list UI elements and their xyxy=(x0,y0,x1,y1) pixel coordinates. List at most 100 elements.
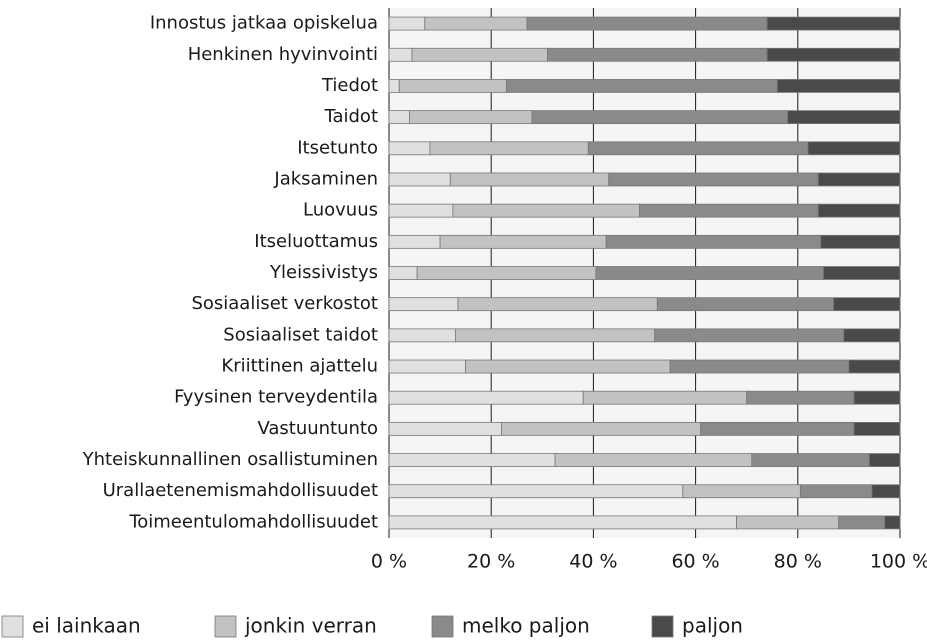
bar-segment xyxy=(531,110,788,125)
bar-segment xyxy=(853,390,901,405)
bar-segment xyxy=(838,515,886,530)
bar-segment xyxy=(751,453,870,467)
bar-segment xyxy=(398,79,507,93)
bar-segment xyxy=(388,515,737,530)
bar-segment xyxy=(455,328,656,343)
bar-segment xyxy=(820,234,901,249)
legend-label: ei lainkaan xyxy=(32,614,141,638)
bar-segment xyxy=(388,453,556,467)
bar-segment xyxy=(388,390,584,405)
y-tick-label: Jaksaminen xyxy=(273,168,378,189)
bar-segment xyxy=(669,359,850,374)
x-tick-label: 80 % xyxy=(774,551,822,573)
bar-segment xyxy=(501,421,702,436)
y-tick-label: Itsetunto xyxy=(297,137,378,158)
bar-segment xyxy=(746,390,855,405)
bar-segment xyxy=(700,421,855,436)
bar-segment xyxy=(817,203,901,218)
bar-segment xyxy=(807,141,901,156)
bar-segment xyxy=(736,515,840,530)
bar-segment xyxy=(506,79,778,93)
bar-segment xyxy=(388,47,413,62)
legend-label: paljon xyxy=(682,614,743,638)
bar-segment xyxy=(526,16,768,31)
bar-segment xyxy=(411,47,548,62)
y-tick-label: Sosiaaliset verkostot xyxy=(191,293,378,314)
x-tick-label: 20 % xyxy=(467,551,515,573)
bar-segment xyxy=(452,203,640,218)
bar-segment xyxy=(638,203,819,218)
y-tick-label: Sosiaaliset taidot xyxy=(223,324,378,345)
bar-segment xyxy=(817,172,901,187)
bar-segment xyxy=(595,266,824,280)
bar-segment xyxy=(871,484,901,499)
bar-segment xyxy=(388,141,431,156)
legend-label: melko paljon xyxy=(462,614,590,638)
y-tick-label: Henkinen hyvinvointi xyxy=(188,44,378,65)
y-tick-label: Kriittinen ajattelu xyxy=(221,356,378,377)
x-tick-label: 40 % xyxy=(569,551,617,573)
y-tick-label: Toimeentulomahdollisuudet xyxy=(128,511,378,532)
bar-segment xyxy=(843,328,901,343)
bar-segment xyxy=(853,421,901,436)
bar-segment xyxy=(388,79,400,93)
bar-segment xyxy=(429,141,589,156)
bar-segment xyxy=(388,16,426,31)
bar-segment xyxy=(608,172,819,187)
y-tick-label: Taidot xyxy=(323,106,378,127)
bar-segment xyxy=(388,110,410,125)
bar-segment xyxy=(388,234,441,249)
bar-segment xyxy=(388,297,459,312)
bar-segment xyxy=(457,297,658,312)
y-tick-label: Urallaetenemismahdollisuudet xyxy=(103,480,378,501)
y-tick-label: Vastuuntunto xyxy=(257,418,378,439)
bar-segment xyxy=(682,484,801,499)
legend-swatch xyxy=(431,615,454,638)
y-tick-label: Yhteiskunnallinen osallistuminen xyxy=(82,449,378,470)
bar-segment xyxy=(416,266,597,280)
bar-segment xyxy=(388,484,684,499)
bar-segment xyxy=(587,141,809,156)
bar-segment xyxy=(582,390,748,405)
bar-segment xyxy=(547,47,768,62)
bar-segment xyxy=(554,453,753,467)
bar-segment xyxy=(833,297,901,312)
bar-segment xyxy=(388,328,456,343)
bar-segment xyxy=(605,234,822,249)
bar-segment xyxy=(388,359,467,374)
bar-segment xyxy=(388,266,418,280)
bar-segment xyxy=(424,16,528,31)
y-tick-label: Yleissivistys xyxy=(269,262,378,283)
bar-segment xyxy=(409,110,533,125)
bar-segment xyxy=(449,172,610,187)
bar-segment xyxy=(388,203,454,218)
legend-swatch xyxy=(1,615,24,638)
legend-swatch xyxy=(651,615,674,638)
x-tick-label: 0 % xyxy=(371,551,407,573)
bar-segment xyxy=(388,172,451,187)
bar-segment xyxy=(776,79,901,93)
bar-segment xyxy=(868,453,901,467)
y-tick-label: Itseluottamus xyxy=(254,231,378,252)
bar-segment xyxy=(766,16,901,31)
bar-segment xyxy=(388,421,502,436)
x-tick-label: 60 % xyxy=(671,551,719,573)
bar-segment xyxy=(465,359,671,374)
bar-segment xyxy=(439,234,607,249)
y-tick-label: Fyysinen terveydentila xyxy=(174,387,378,408)
y-tick-label: Luovuus xyxy=(303,200,378,221)
legend-label: jonkin verran xyxy=(244,614,377,638)
bar-segment xyxy=(656,297,834,312)
legend-swatch xyxy=(214,615,237,638)
y-tick-label: Innostus jatkaa opiskelua xyxy=(150,13,378,34)
bar-segment xyxy=(799,484,873,499)
bar-segment xyxy=(884,515,901,530)
bar-segment xyxy=(766,47,901,62)
bar-segment xyxy=(654,328,845,343)
bar-segment xyxy=(787,110,901,125)
x-tick-label: 100 % xyxy=(870,551,927,573)
bar-segment xyxy=(822,266,901,280)
y-tick-label: Tiedot xyxy=(321,75,378,96)
bar-segment xyxy=(848,359,901,374)
